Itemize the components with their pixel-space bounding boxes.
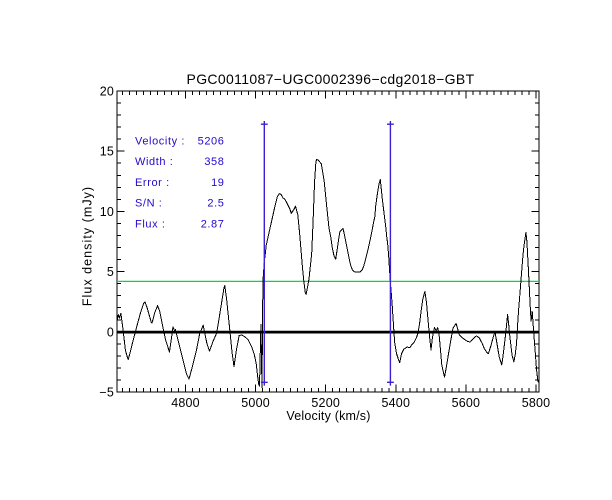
- svg-text:5200: 5200: [311, 396, 340, 410]
- svg-text:Flux :: Flux :: [135, 218, 166, 230]
- svg-text:PGC0011087−UGC0002396−cdg2018−: PGC0011087−UGC0002396−cdg2018−GBT: [187, 71, 475, 87]
- svg-text:S/N :: S/N :: [135, 198, 162, 210]
- svg-text:Velocity (km/s): Velocity (km/s): [286, 409, 370, 423]
- svg-text:20: 20: [100, 85, 114, 99]
- svg-text:Flux density (mJy): Flux density (mJy): [81, 186, 95, 306]
- svg-text:5206: 5206: [198, 136, 225, 148]
- svg-text:5600: 5600: [452, 396, 481, 410]
- svg-text:5: 5: [107, 265, 114, 279]
- svg-text:10: 10: [100, 205, 114, 219]
- svg-text:Velocity :: Velocity :: [135, 136, 185, 148]
- svg-text:4800: 4800: [171, 396, 200, 410]
- svg-text:358: 358: [204, 156, 224, 168]
- svg-text:19: 19: [211, 177, 224, 189]
- svg-text:5400: 5400: [381, 396, 410, 410]
- svg-text:2.87: 2.87: [201, 218, 225, 230]
- svg-text:−5: −5: [99, 386, 114, 400]
- svg-text:5000: 5000: [241, 396, 270, 410]
- svg-text:2.5: 2.5: [207, 198, 224, 210]
- svg-text:15: 15: [100, 145, 114, 159]
- svg-text:Error :: Error :: [135, 177, 170, 189]
- svg-text:0: 0: [107, 325, 114, 339]
- svg-text:5800: 5800: [522, 396, 551, 410]
- svg-text:Width :: Width :: [135, 156, 173, 168]
